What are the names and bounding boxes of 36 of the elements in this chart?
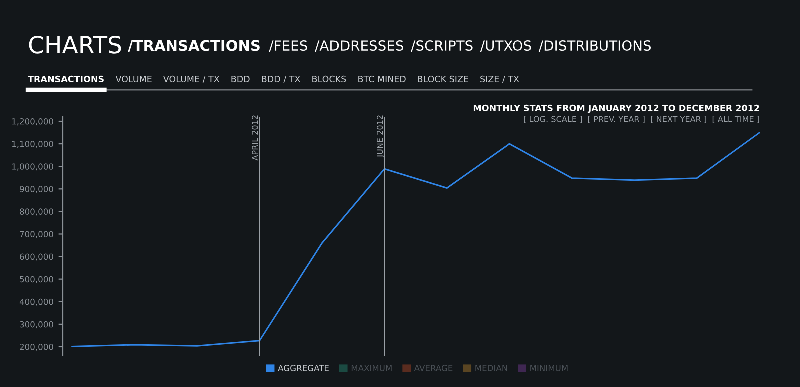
text: /FEES xyxy=(269,40,308,52)
y-tick-label: 600,000 xyxy=(20,254,54,261)
legend-label: MINIMUM xyxy=(530,365,568,372)
text: TRANSACTIONS xyxy=(28,76,104,83)
y-tick-label: 700,000 xyxy=(20,231,54,238)
text: BDD xyxy=(232,76,250,82)
y-tick-label: 1,100,000 xyxy=(12,141,54,148)
legend-label: MEDIAN xyxy=(476,365,508,372)
y-tick-label: 900,000 xyxy=(20,186,54,194)
legend-label: AVERAGE xyxy=(414,365,453,372)
text: BTC MINED xyxy=(358,76,406,83)
text: BLOCK SIZE xyxy=(418,76,468,83)
text: /UTXOS xyxy=(480,40,532,52)
text: BDD / TX xyxy=(262,76,300,84)
legend-label: AGGREGATE xyxy=(278,365,329,372)
text: /DISTRIBUTIONS xyxy=(538,40,652,52)
text: SIZE / TX xyxy=(480,76,520,84)
x-tick-label: JUNE 2012 xyxy=(377,116,385,158)
chart-title: CHARTS xyxy=(29,36,122,54)
y-tick-label: 300,000 xyxy=(20,321,54,329)
chart-subtitle: MONTHLY STATS FROM JANUARY 2012 TO DECEMBER 2012 xyxy=(474,104,760,114)
legend-label: MAXIMUM xyxy=(352,365,392,372)
y-tick-label: 400,000 xyxy=(20,298,54,306)
text: /ADDRESSES xyxy=(315,40,404,52)
text: /SCRIPTS xyxy=(411,40,473,52)
text: VOLUME / TX xyxy=(163,76,220,84)
y-tick-label: 1,000,000 xyxy=(12,164,54,171)
x-tick-label: APRIL 2012 xyxy=(252,116,258,161)
text: VOLUME xyxy=(116,76,152,83)
y-tick-label: 500,000 xyxy=(20,276,54,284)
annotation: [ LOG. SCALE ] [ PREV. YEAR ] [ NEXT YEAR ] [ ALL TIME ] xyxy=(524,116,760,124)
y-tick-label: 200,000 xyxy=(20,344,54,352)
y-tick-label: 800,000 xyxy=(20,208,54,216)
y-tick-label: 1,200,000 xyxy=(12,118,54,126)
text: /TRANSACTIONS xyxy=(128,40,260,52)
text: BLOCKS xyxy=(312,76,346,83)
